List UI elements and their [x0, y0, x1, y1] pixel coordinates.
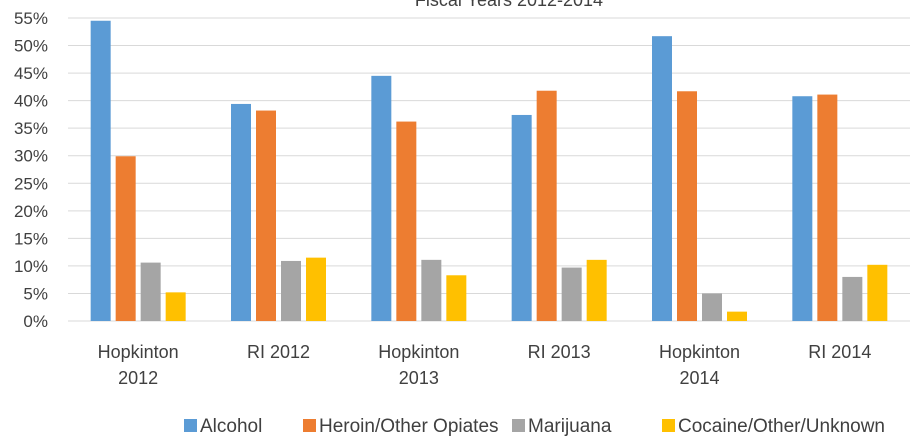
bar-marijuana-2	[421, 260, 441, 321]
bar-alcohol-4	[652, 36, 672, 321]
bar-marijuana-4	[702, 293, 722, 321]
y-tick-label: 25%	[14, 174, 48, 193]
bar-cocaine-other-unknown-4	[727, 312, 747, 321]
category-label-line: Hopkinton	[98, 342, 179, 362]
y-tick-label: 30%	[14, 147, 48, 166]
x-axis-categories: Hopkinton 2012 RI 2012 Hopkinton 2013 RI 2013…	[98, 342, 872, 388]
legend: Alcohol Heroin/Other Opiates Marijuana Coca…	[184, 416, 885, 437]
category-label: Hopkinton 2012	[98, 342, 179, 388]
y-tick-label: 50%	[14, 37, 48, 56]
legend-label: Alcohol	[200, 416, 262, 437]
y-tick-label: 15%	[14, 229, 48, 248]
category-label-line: Hopkinton	[659, 342, 740, 362]
bar-marijuana-3	[562, 268, 582, 321]
legend-label: Cocaine/Other/Unknown	[678, 416, 885, 437]
legend-swatch	[184, 419, 197, 432]
bar-cocaine-other-unknown-0	[166, 292, 186, 321]
category-label: RI 2012	[247, 342, 310, 362]
category-label: RI 2013	[528, 342, 591, 362]
y-tick-label: 5%	[23, 284, 48, 303]
bar-alcohol-0	[91, 21, 111, 321]
bar-alcohol-3	[512, 115, 532, 321]
bar-heroin-other-opiates-0	[116, 156, 136, 321]
legend-label: Heroin/Other Opiates	[319, 416, 499, 437]
bar-marijuana-5	[842, 277, 862, 321]
y-tick-label: 55%	[14, 9, 48, 28]
bar-heroin-other-opiates-3	[537, 91, 557, 321]
category-label-line: 2014	[679, 368, 719, 388]
bar-cocaine-other-unknown-2	[446, 275, 466, 321]
y-tick-label: 0%	[23, 312, 48, 331]
category-label-line: RI 2012	[247, 342, 310, 362]
bar-alcohol-1	[231, 104, 251, 321]
category-label-line: 2012	[118, 368, 158, 388]
bars	[91, 21, 888, 321]
bar-alcohol-2	[371, 76, 391, 321]
y-tick-label: 45%	[14, 64, 48, 83]
bar-heroin-other-opiates-5	[817, 95, 837, 321]
bar-heroin-other-opiates-4	[677, 91, 697, 321]
bar-marijuana-0	[141, 263, 161, 321]
bar-heroin-other-opiates-2	[396, 122, 416, 321]
bar-marijuana-1	[281, 261, 301, 321]
bar-alcohol-5	[792, 96, 812, 321]
y-tick-label: 20%	[14, 202, 48, 221]
legend-swatch	[662, 419, 675, 432]
bar-cocaine-other-unknown-1	[306, 258, 326, 321]
chart-title: Fiscal Years 2012-2014	[415, 0, 603, 10]
category-label: Hopkinton 2014	[659, 342, 740, 388]
gridlines	[68, 18, 910, 321]
y-tick-label: 10%	[14, 257, 48, 276]
y-axis-ticks: 0% 5% 10% 15% 20% 25% 30% 35% 40% 45% 50% 55%	[14, 9, 48, 331]
y-tick-label: 40%	[14, 92, 48, 111]
category-label-line: 2013	[399, 368, 439, 388]
category-label: RI 2014	[808, 342, 871, 362]
bar-cocaine-other-unknown-5	[867, 265, 887, 321]
y-tick-label: 35%	[14, 119, 48, 138]
category-label-line: Hopkinton	[378, 342, 459, 362]
category-label-line: RI 2014	[808, 342, 871, 362]
legend-swatch	[512, 419, 525, 432]
bar-heroin-other-opiates-1	[256, 111, 276, 321]
category-label: Hopkinton 2013	[378, 342, 459, 388]
bar-cocaine-other-unknown-3	[587, 260, 607, 321]
legend-swatch	[303, 419, 316, 432]
legend-label: Marijuana	[528, 416, 612, 437]
category-label-line: RI 2013	[528, 342, 591, 362]
